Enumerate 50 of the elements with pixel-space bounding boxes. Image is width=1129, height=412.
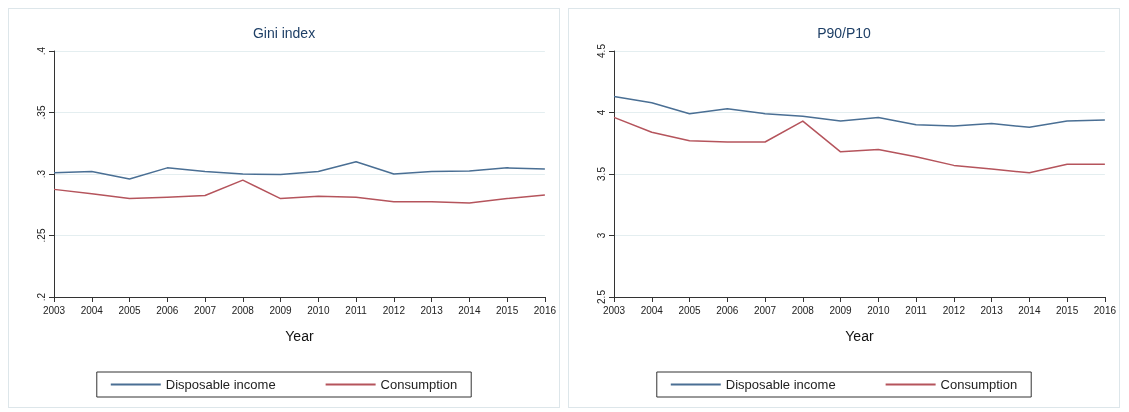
x-tick-label: 2007 xyxy=(753,304,777,316)
y-tick-label: .4 xyxy=(35,46,47,56)
line-series xyxy=(53,179,546,204)
x-tick-label: 2016 xyxy=(533,304,557,316)
x-tick-label: 2006 xyxy=(156,304,179,316)
x-tick-label: 2013 xyxy=(420,304,444,316)
chart-title: P90/P10 xyxy=(817,25,872,41)
legend-label: Disposable income xyxy=(165,377,276,392)
y-tick-label: .3 xyxy=(35,169,47,179)
y-tick-label: 2.5 xyxy=(595,289,607,304)
x-axis-title: Year xyxy=(845,328,874,344)
x-tick-label: 2004 xyxy=(640,304,664,316)
legend-label: Disposable income xyxy=(725,377,836,392)
x-tick-label: 2005 xyxy=(678,304,702,316)
y-tick-label: 4 xyxy=(595,109,607,116)
x-tick-label: 2011 xyxy=(345,304,368,316)
y-tick-label: .35 xyxy=(35,105,47,120)
y-tick-label: 4.5 xyxy=(595,43,607,58)
x-tick-label: 2005 xyxy=(118,304,142,316)
x-tick-label: 2014 xyxy=(1018,304,1041,316)
x-tick-label: 2015 xyxy=(1055,304,1079,316)
y-tick-label: .25 xyxy=(35,228,47,243)
line-series xyxy=(613,95,1106,129)
chart-title: Gini index xyxy=(252,25,316,41)
x-tick-label: 2015 xyxy=(495,304,519,316)
x-tick-label: 2013 xyxy=(980,304,1004,316)
y-tick-label: 3 xyxy=(595,232,607,239)
x-tick-label: 2008 xyxy=(231,304,255,316)
x-tick-label: 2009 xyxy=(269,304,293,316)
x-tick-label: 2011 xyxy=(905,304,928,316)
x-tick-label: 2003 xyxy=(42,304,66,316)
x-tick-label: 2003 xyxy=(602,304,626,316)
y-tick-label: 3.5 xyxy=(595,166,607,181)
line-series xyxy=(613,116,1106,174)
legend-label: Consumption xyxy=(940,377,1018,392)
x-axis-title: Year xyxy=(285,328,314,344)
legend-label: Consumption xyxy=(380,377,458,392)
x-tick-label: 2010 xyxy=(867,304,890,316)
x-tick-label: 2008 xyxy=(791,304,815,316)
line-series xyxy=(53,160,546,180)
x-tick-label: 2004 xyxy=(80,304,104,316)
x-tick-label: 2012 xyxy=(942,304,966,316)
x-tick-label: 2010 xyxy=(307,304,330,316)
x-tick-label: 2014 xyxy=(458,304,481,316)
y-tick-label: .2 xyxy=(35,292,47,302)
x-tick-label: 2007 xyxy=(193,304,217,316)
x-tick-label: 2012 xyxy=(382,304,406,316)
x-tick-label: 2009 xyxy=(829,304,853,316)
x-tick-label: 2016 xyxy=(1093,304,1117,316)
x-tick-label: 2006 xyxy=(716,304,739,316)
